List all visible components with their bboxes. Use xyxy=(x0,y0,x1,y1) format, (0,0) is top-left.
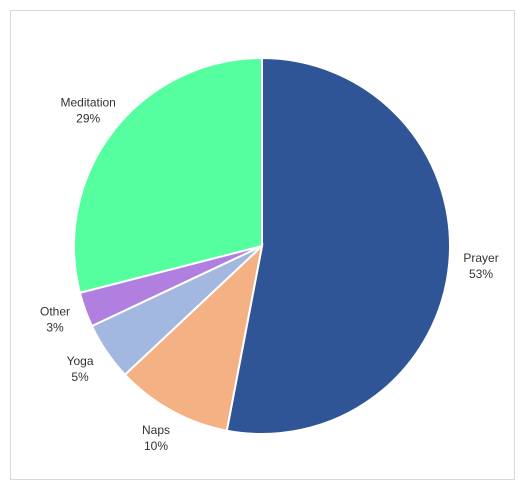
slice-value-label: 5% xyxy=(71,370,89,384)
pie-slice xyxy=(123,243,264,432)
slice-label: Naps xyxy=(142,423,170,437)
slice-value-label: 3% xyxy=(46,321,64,335)
pie-slice xyxy=(225,56,451,435)
slice-label: Meditation xyxy=(60,95,115,109)
slice-label: Yoga xyxy=(67,354,94,368)
slice-value-label: 10% xyxy=(144,439,168,453)
slice-value-label: 53% xyxy=(469,267,493,281)
slice-label: Prayer xyxy=(463,251,498,265)
slice-value-label: 29% xyxy=(76,111,100,125)
slice-label: Other xyxy=(40,305,70,319)
pie-slice xyxy=(73,56,263,294)
